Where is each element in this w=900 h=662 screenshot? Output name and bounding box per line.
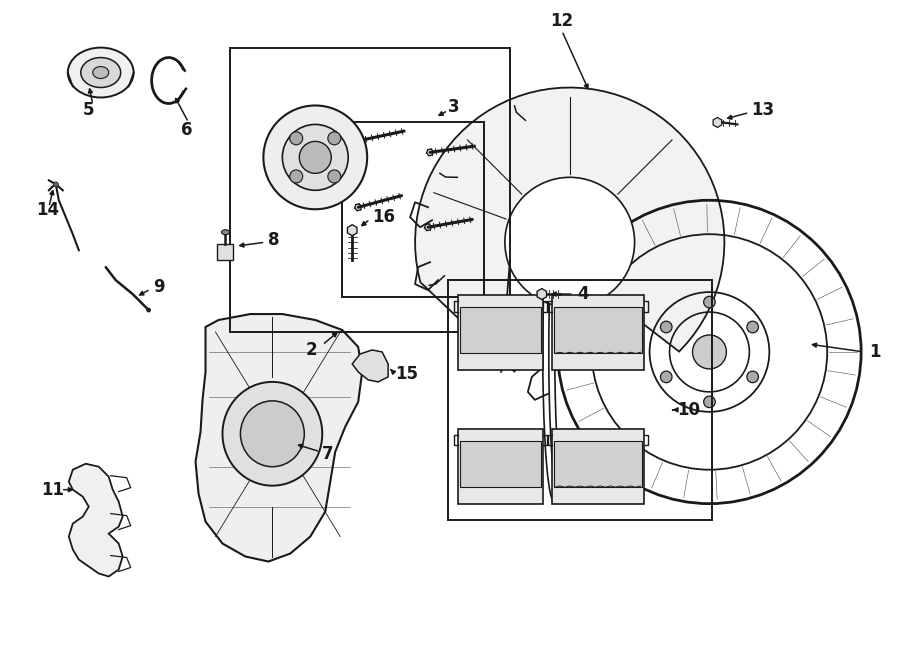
Text: 6: 6 (181, 121, 192, 140)
Ellipse shape (661, 371, 672, 383)
Text: 12: 12 (550, 12, 573, 30)
Ellipse shape (505, 177, 634, 307)
Ellipse shape (264, 105, 367, 209)
Bar (342, 122, 484, 297)
Bar (458, 295, 543, 370)
Text: 16: 16 (373, 209, 395, 226)
Text: 7: 7 (322, 445, 334, 463)
Bar (552, 295, 644, 370)
Bar (460, 441, 541, 487)
Ellipse shape (147, 308, 150, 312)
Text: 14: 14 (36, 201, 59, 219)
Bar (554, 307, 642, 354)
Bar (230, 48, 510, 332)
Polygon shape (347, 224, 357, 236)
Bar (448, 280, 713, 520)
Ellipse shape (704, 297, 716, 308)
Polygon shape (352, 350, 388, 382)
Polygon shape (415, 87, 724, 372)
Polygon shape (537, 289, 546, 300)
Ellipse shape (53, 182, 58, 187)
Polygon shape (195, 314, 362, 561)
Text: 4: 4 (578, 285, 590, 303)
Ellipse shape (558, 201, 861, 504)
Text: 8: 8 (268, 231, 280, 249)
Ellipse shape (81, 58, 121, 87)
Bar (458, 429, 543, 504)
Ellipse shape (290, 132, 302, 145)
Text: 1: 1 (869, 343, 880, 361)
Ellipse shape (68, 48, 134, 97)
Ellipse shape (93, 67, 109, 79)
Ellipse shape (704, 396, 716, 408)
Polygon shape (68, 463, 122, 577)
Polygon shape (713, 117, 722, 127)
Text: 5: 5 (83, 101, 94, 119)
Ellipse shape (328, 170, 341, 183)
Ellipse shape (661, 321, 672, 333)
Bar (460, 307, 541, 354)
Text: 3: 3 (448, 99, 460, 117)
Ellipse shape (300, 142, 331, 173)
Text: 11: 11 (40, 481, 64, 498)
Text: 2: 2 (305, 341, 317, 359)
Bar (552, 429, 644, 504)
Text: 15: 15 (395, 365, 419, 383)
Ellipse shape (747, 371, 759, 383)
Bar (218, 244, 233, 260)
Text: 13: 13 (752, 101, 775, 119)
Text: 10: 10 (678, 401, 700, 419)
Ellipse shape (283, 124, 348, 190)
Ellipse shape (328, 132, 341, 145)
Ellipse shape (747, 321, 759, 333)
Text: 9: 9 (153, 278, 165, 296)
Bar (554, 441, 642, 487)
Ellipse shape (240, 401, 304, 467)
Ellipse shape (221, 230, 230, 235)
Ellipse shape (222, 382, 322, 486)
Ellipse shape (290, 170, 302, 183)
Ellipse shape (692, 335, 726, 369)
